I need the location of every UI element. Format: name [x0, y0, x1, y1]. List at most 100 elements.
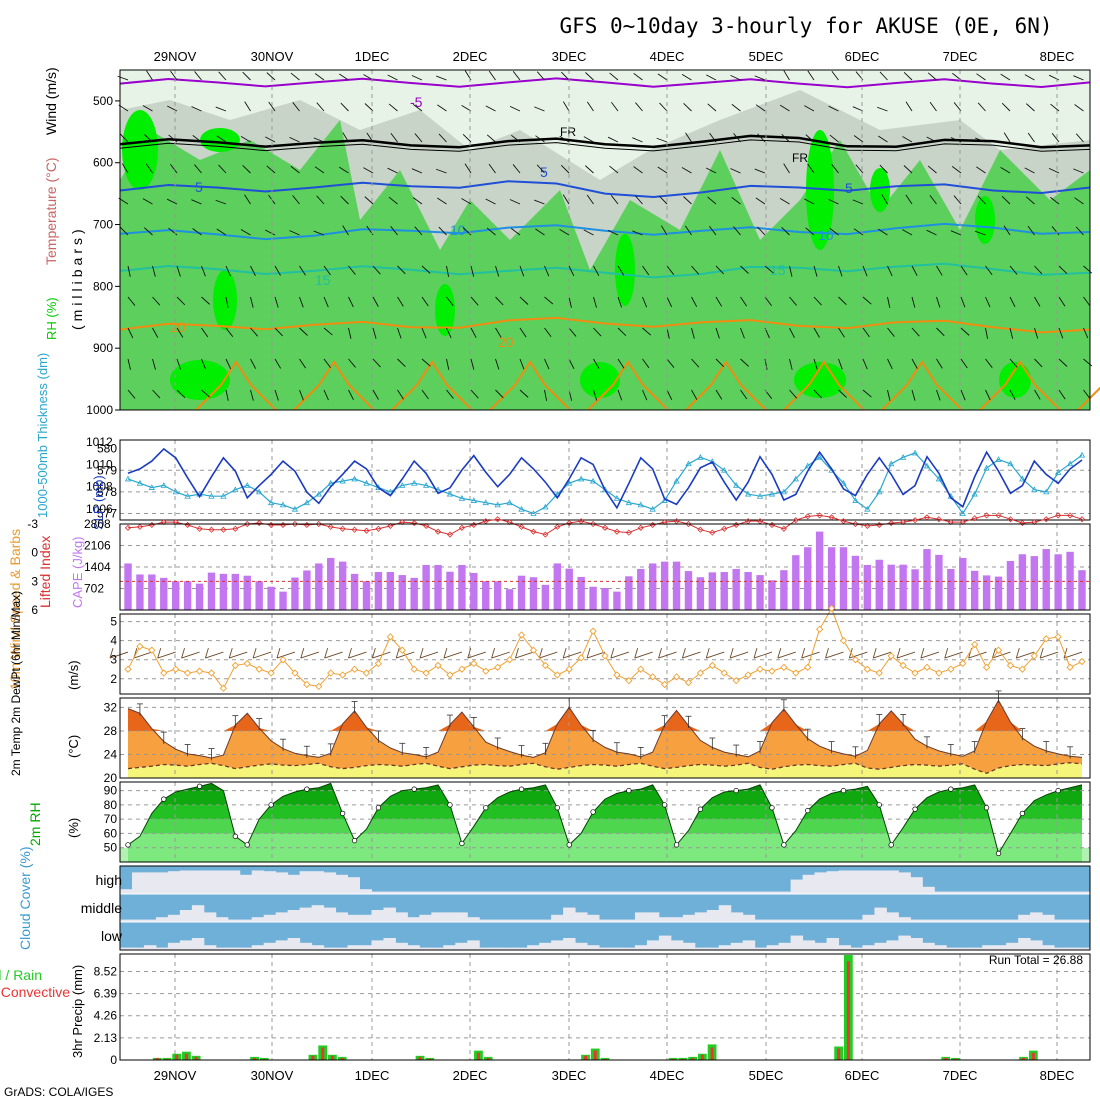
- upper-wind-barb: [519, 327, 527, 338]
- upper-wind-barb: [215, 106, 227, 112]
- wind-barb-flag: [443, 647, 448, 659]
- bottom-date-label: 30NOV: [251, 1068, 294, 1083]
- cloud-high-bar: [634, 891, 648, 894]
- wind-speed-point: [410, 665, 418, 673]
- upper-wind-barb: [372, 327, 377, 339]
- wind-speed-point: [875, 669, 883, 677]
- upper-wind-barb: [862, 358, 868, 370]
- cape-frame: [119, 523, 1091, 611]
- upper-wind-barb: [215, 199, 227, 205]
- cloud-middle-bar: [634, 912, 648, 922]
- upper-wind-barb: [1073, 75, 1084, 81]
- precip-run-total: Run Total = 26.88: [989, 953, 1084, 967]
- cloud-high-bar: [155, 872, 169, 894]
- upper-wind-barb: [1050, 103, 1060, 112]
- thickness-point: [387, 488, 394, 495]
- wind-speed-point: [553, 671, 561, 679]
- precip-convective-bar: [165, 1058, 169, 1060]
- lifted-index-point: [1078, 516, 1086, 523]
- wind-speed-point: [255, 665, 263, 673]
- upper-wind-barb: [1058, 296, 1066, 307]
- upper-wind-barb: [176, 358, 182, 370]
- lifted-index-point: [923, 514, 931, 521]
- lifted-index-point: [136, 523, 143, 530]
- wind-barb-flag: [777, 647, 782, 659]
- cloud-middle-bar: [131, 919, 145, 922]
- wind-speed-point: [589, 627, 597, 635]
- cloud-middle-bar: [766, 919, 780, 922]
- upper-wind-barb: [911, 358, 918, 369]
- cloud-middle-bar: [970, 919, 983, 922]
- upper-wind-barb: [119, 226, 129, 236]
- precip-bg: [120, 954, 1090, 1060]
- upper-wind-barb: [657, 73, 668, 81]
- thickness-point: [780, 488, 788, 495]
- isotherm-25-surface: [1077, 386, 1100, 411]
- upper-wind-barb: [559, 135, 570, 143]
- cloud-middle-bar: [1006, 919, 1019, 922]
- cloud-middle-bar: [563, 907, 576, 922]
- cloud-middle-bar: [718, 905, 732, 922]
- upper-wind-barb: [201, 389, 211, 398]
- rh-point: [983, 805, 990, 811]
- cloud-high-bar: [898, 872, 911, 894]
- thickness-point: [768, 490, 776, 497]
- isotherm-25-surface: [391, 360, 473, 411]
- upper-wind-barb: [191, 106, 202, 112]
- cloud-middle-bar: [670, 917, 684, 922]
- upper-wind-barb: [730, 168, 741, 174]
- lifted-index-point: [1007, 516, 1014, 523]
- cloud-low-bar: [491, 947, 504, 950]
- pressure-tick-label: 500: [93, 94, 113, 108]
- upper-wind-barb: [929, 101, 937, 112]
- cloud-low-bar: [970, 947, 983, 950]
- wind-barb-flag: [1039, 647, 1044, 659]
- thickness-point: [756, 492, 764, 499]
- cloud-low-bar: [419, 947, 432, 950]
- lifted-index-point: [530, 528, 537, 535]
- wind-barb: [157, 651, 176, 659]
- lifted-index-point: [804, 513, 811, 520]
- chart-title: GFS 0~10day 3-hourly for AKUSE (0E, 6N): [559, 14, 1052, 38]
- wind-barb-flag: [515, 647, 519, 659]
- cloud-middle-bar: [1066, 919, 1079, 922]
- upper-wind-barb: [534, 106, 545, 112]
- cloud-low-bar: [323, 947, 337, 950]
- precip-convective-bar: [846, 961, 850, 1060]
- wind10m-units: (m/s): [66, 660, 81, 690]
- lifted-index-tick-label: 3: [31, 574, 38, 588]
- rh-point: [340, 810, 346, 817]
- contour-label-m5: -5: [410, 94, 423, 110]
- rh-point: [1019, 810, 1026, 817]
- upper-wind-barb: [289, 230, 300, 236]
- upper-wind-barb: [905, 101, 913, 112]
- rh-saturated-patch: [122, 110, 158, 190]
- cloud-low-bar: [311, 945, 325, 950]
- cape-bar: [482, 581, 490, 610]
- wind-speed-point: [458, 665, 466, 673]
- upper-wind-barb: [470, 358, 475, 370]
- wind-speed-point: [374, 659, 383, 668]
- rh-tick-label: 60: [104, 826, 118, 840]
- precip-total-bar: [600, 1057, 610, 1060]
- precip-convective-bar: [253, 1057, 257, 1060]
- upper-wind-barb: [446, 296, 454, 306]
- cape-bar: [911, 569, 919, 610]
- upper-wind-barb: [911, 296, 916, 308]
- cloud-middle-bar: [143, 919, 157, 922]
- cloud-high-bar: [227, 870, 241, 894]
- upper-wind-barb: [1073, 168, 1084, 174]
- rh-point: [995, 850, 1002, 857]
- upper-wind-barb: [607, 136, 619, 143]
- cloud-middle-bar: [395, 912, 408, 922]
- cloud-high-bar: [766, 891, 780, 894]
- wind-barb: [1016, 651, 1035, 659]
- upper-wind-barb: [390, 226, 398, 236]
- upper-wind-barb: [242, 71, 251, 81]
- cloud-low-bar: [587, 945, 600, 950]
- upper-wind-barb: [225, 389, 229, 401]
- upper-wind-barb: [192, 228, 202, 236]
- rh-point: [661, 802, 668, 808]
- precip-total-bar: [259, 1057, 269, 1060]
